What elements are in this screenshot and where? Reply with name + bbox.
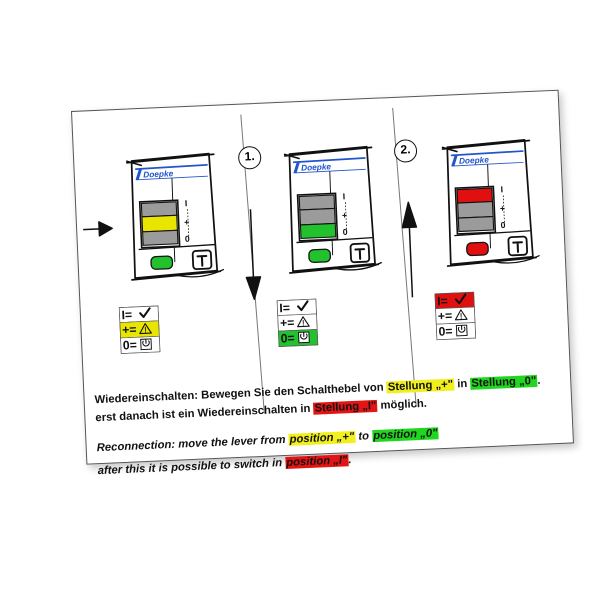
svg-text:+=: += [122, 322, 137, 337]
svg-text:I=: I= [279, 301, 290, 315]
svg-text:0: 0 [500, 220, 505, 230]
svg-text:+: + [342, 210, 348, 220]
svg-text:0=: 0= [280, 331, 295, 346]
svg-text:+=: += [280, 316, 295, 331]
svg-text:0: 0 [185, 234, 190, 244]
svg-text:Doepke: Doepke [143, 168, 174, 179]
svg-text:I: I [500, 184, 503, 194]
svg-text:I: I [343, 191, 346, 201]
svg-text:I: I [185, 198, 188, 208]
svg-text:+: + [500, 203, 506, 213]
svg-text:Doepke: Doepke [301, 161, 332, 172]
svg-text:0=: 0= [123, 338, 138, 353]
svg-text:I=: I= [121, 308, 132, 322]
svg-text:+=: += [438, 309, 453, 324]
svg-text:0=: 0= [438, 324, 453, 339]
svg-text:Doepke: Doepke [459, 154, 490, 165]
svg-text:I=: I= [437, 294, 448, 308]
svg-text:+: + [184, 217, 190, 227]
svg-text:0: 0 [343, 227, 348, 237]
